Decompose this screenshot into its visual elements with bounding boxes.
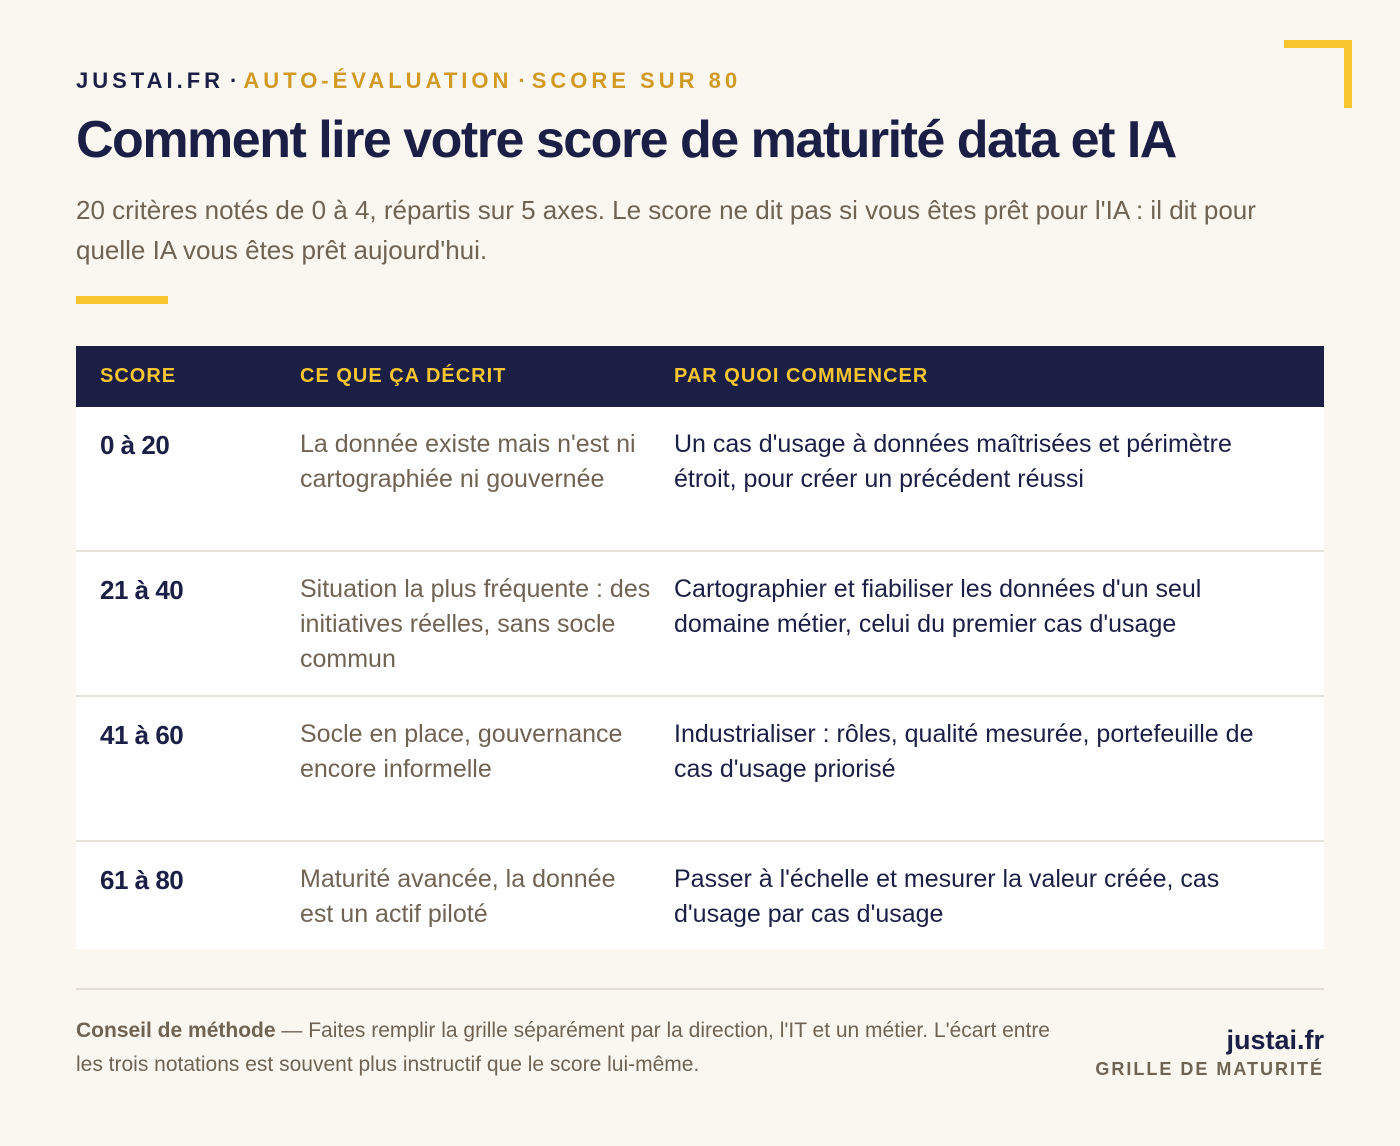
row-start: Cartographier et fiabiliser les données … [674, 575, 1202, 638]
row-score: 61 à 80 [100, 865, 184, 895]
footer-divider [76, 988, 1324, 990]
kicker-separator-2: · [518, 68, 526, 93]
kicker-brand: JUSTAI.FR [76, 68, 225, 93]
method-note: Conseil de méthode — Faites remplir la g… [76, 1014, 1066, 1082]
page-title: Comment lire votre score de maturité dat… [76, 111, 1177, 169]
row-description: Maturité avancée, la donnée est un actif… [300, 865, 616, 928]
row-start: Industrialiser : rôles, qualité mesurée,… [674, 720, 1254, 783]
method-note-text: — Faites remplir la grille séparément pa… [76, 1019, 1050, 1076]
header-start: PAR QUOI COMMENCER [674, 365, 929, 387]
title-underline [76, 296, 168, 304]
row-score: 21 à 40 [100, 575, 184, 605]
row-description: Socle en place, gouvernance encore infor… [300, 720, 623, 783]
footer-tagline: GRILLE DE MATURITÉ [1095, 1059, 1324, 1079]
row-score: 41 à 60 [100, 720, 184, 750]
score-table: SCORE CE QUE ÇA DÉCRIT PAR QUOI COMMENCE… [76, 346, 1324, 949]
row-description: La donnée existe mais n'est ni cartograp… [300, 430, 636, 493]
table-row: 61 à 80 Maturité avancée, la donnée est … [76, 842, 1324, 949]
table-header: SCORE CE QUE ÇA DÉCRIT PAR QUOI COMMENCE… [76, 346, 1324, 407]
header-score: SCORE [100, 365, 177, 387]
header-description: CE QUE ÇA DÉCRIT [300, 365, 507, 387]
table-row: 0 à 20 La donnée existe mais n'est ni ca… [76, 407, 1324, 552]
row-score: 0 à 20 [100, 430, 170, 460]
footer-signature: justai.fr GRILLE DE MATURITÉ [1095, 1024, 1324, 1082]
table-row: 41 à 60 Socle en place, gouvernance enco… [76, 697, 1324, 842]
kicker-score: SCORE SUR 80 [531, 68, 742, 93]
row-description: Situation la plus fréquente : des initia… [300, 575, 651, 673]
method-note-label: Conseil de méthode [76, 1019, 276, 1042]
row-start: Passer à l'échelle et mesurer la valeur … [674, 865, 1220, 928]
kicker-section: AUTO-ÉVALUATION [243, 68, 513, 93]
corner-accent [1284, 40, 1352, 108]
footer-site: justai.fr [1226, 1025, 1324, 1055]
table-row: 21 à 40 Situation la plus fréquente : de… [76, 552, 1324, 697]
kicker-separator: · [230, 68, 238, 93]
row-start: Un cas d'usage à données maîtrisées et p… [674, 430, 1232, 493]
page-subtitle: 20 critères notés de 0 à 4, répartis sur… [76, 195, 1256, 265]
kicker: JUSTAI.FR · AUTO-ÉVALUATION · SCORE SUR 80 [76, 68, 741, 94]
